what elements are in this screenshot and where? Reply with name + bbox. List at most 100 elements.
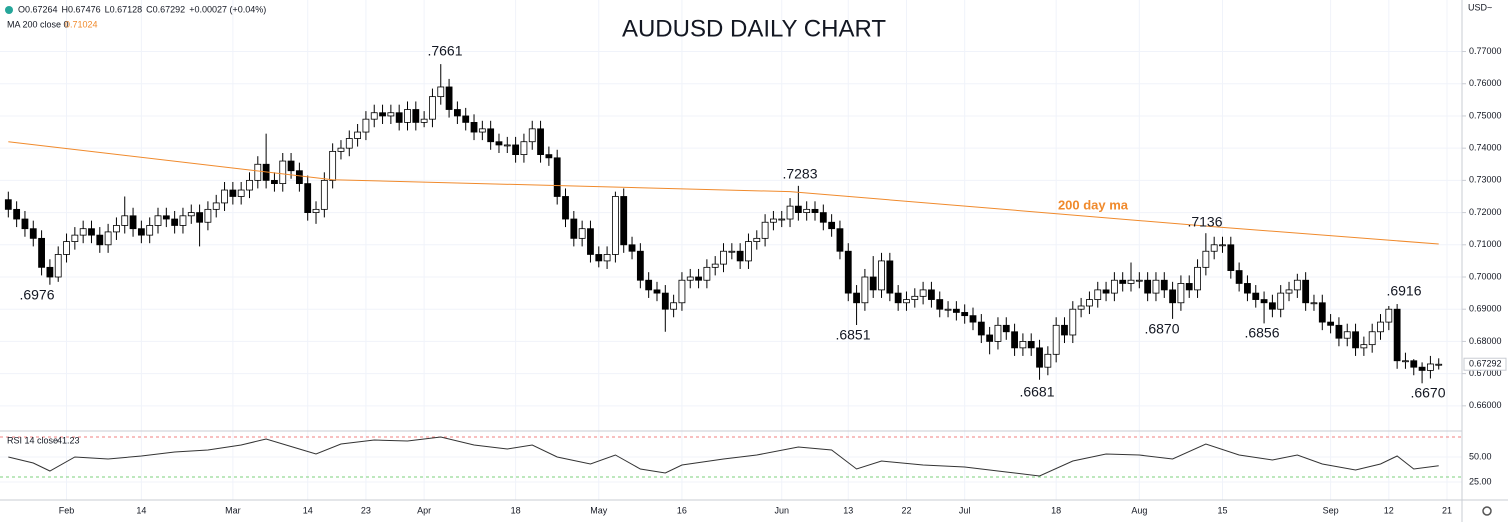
candle-body xyxy=(38,237,45,268)
candle-body xyxy=(595,254,603,262)
candle-body xyxy=(645,279,653,291)
candle-body xyxy=(545,154,553,159)
candle-body xyxy=(279,160,287,184)
candle-body xyxy=(911,295,919,300)
candle-body xyxy=(13,208,21,220)
candle-body xyxy=(295,170,303,184)
candle-body xyxy=(1202,250,1210,268)
candle-body xyxy=(678,279,686,304)
y-tick-label: 0.74000 xyxy=(1469,143,1502,153)
plot xyxy=(4,64,1443,477)
candle-body xyxy=(445,86,453,110)
candle-body xyxy=(861,276,869,304)
candle-body xyxy=(1410,360,1418,368)
candle-body xyxy=(794,205,802,213)
candle-body xyxy=(570,218,578,239)
candle-body xyxy=(512,144,520,156)
candle-body xyxy=(487,128,495,143)
candle-body xyxy=(229,189,237,197)
settings-gear[interactable] xyxy=(1482,506,1492,516)
candle-body xyxy=(1002,324,1010,333)
candle-body xyxy=(1335,324,1343,339)
rsi-legend-value: 41.23 xyxy=(57,435,80,445)
candle-body xyxy=(1027,341,1035,349)
price-annotation: .6870 xyxy=(1144,321,1179,337)
candle-body xyxy=(603,254,611,262)
y-tick-label: 0.71000 xyxy=(1469,239,1502,249)
candle-body xyxy=(470,121,478,133)
x-tick-label: Jun xyxy=(774,505,789,515)
candle-body xyxy=(778,218,786,221)
candle-body xyxy=(1160,279,1168,291)
axis-unit: USD~ xyxy=(1468,2,1492,12)
candle-body xyxy=(1169,289,1176,304)
candle-body xyxy=(254,163,262,181)
candle-body xyxy=(1426,363,1434,371)
candle-body xyxy=(96,234,104,246)
candle-body xyxy=(1219,244,1226,247)
y-tick-label: 0.69000 xyxy=(1469,304,1502,314)
candle-body xyxy=(736,250,744,262)
candle-body xyxy=(1385,308,1393,323)
candle-body xyxy=(803,208,811,213)
candle-body xyxy=(4,199,12,210)
candle-body xyxy=(1227,244,1235,271)
candle-body xyxy=(537,128,544,156)
candle-body xyxy=(1418,366,1426,371)
candle-body xyxy=(503,144,511,147)
candle-body xyxy=(1252,292,1260,300)
candle-body xyxy=(1302,279,1310,304)
ohlc-header: L0.67128 xyxy=(105,4,143,14)
candle-body xyxy=(187,212,195,217)
candle-body xyxy=(1393,308,1401,362)
candle-body xyxy=(1052,324,1060,355)
candle-body xyxy=(844,250,852,294)
price-annotation: .6851 xyxy=(835,327,870,343)
candle-body xyxy=(1086,299,1093,307)
candle-body xyxy=(869,276,877,291)
ohlc-header: H0.67476 xyxy=(62,4,101,14)
candle-body xyxy=(770,218,777,223)
x-tick-label: 23 xyxy=(361,505,371,515)
candle-body xyxy=(46,266,54,278)
candle-body xyxy=(71,234,79,242)
candle-body xyxy=(179,215,187,226)
x-tick-label: Aug xyxy=(1131,505,1147,515)
candle-body xyxy=(1061,324,1068,336)
candle-body xyxy=(237,189,245,197)
candle-body xyxy=(1102,289,1110,294)
candle-body xyxy=(520,141,528,156)
candle-body xyxy=(703,266,711,281)
rsi-tick-label: 50.00 xyxy=(1469,451,1492,461)
x-tick-label: 21 xyxy=(1442,505,1452,515)
candle-body xyxy=(271,179,278,184)
candle-body xyxy=(1119,279,1127,284)
candle-body xyxy=(1343,331,1351,339)
candle-body xyxy=(1368,331,1376,346)
candle-body xyxy=(819,212,827,223)
x-tick-label: 14 xyxy=(303,505,313,515)
candle-body xyxy=(88,228,95,236)
y-tick-label: 0.73000 xyxy=(1469,175,1502,185)
candle-body xyxy=(587,228,594,255)
candle-body xyxy=(1402,360,1409,363)
candle-body xyxy=(345,138,353,149)
candle-body xyxy=(1235,270,1243,284)
price-tag-box xyxy=(1463,357,1507,371)
candle-body xyxy=(429,96,436,120)
candle-body xyxy=(21,218,29,230)
x-tick-label: 18 xyxy=(511,505,521,515)
candle-body xyxy=(1152,279,1160,294)
candle-body xyxy=(221,189,228,204)
candle-body xyxy=(919,289,927,297)
x-tick-label: 16 xyxy=(677,505,687,515)
candle-body xyxy=(304,183,312,213)
candle-body xyxy=(828,221,836,230)
price-annotation: .6670 xyxy=(1410,385,1445,401)
candle-body xyxy=(1327,321,1335,326)
settings-icon[interactable] xyxy=(1482,506,1492,516)
candle-body xyxy=(853,292,860,304)
candle-body xyxy=(628,244,636,252)
y-tick-label: 0.76000 xyxy=(1469,78,1502,88)
candle-body xyxy=(1110,279,1118,294)
